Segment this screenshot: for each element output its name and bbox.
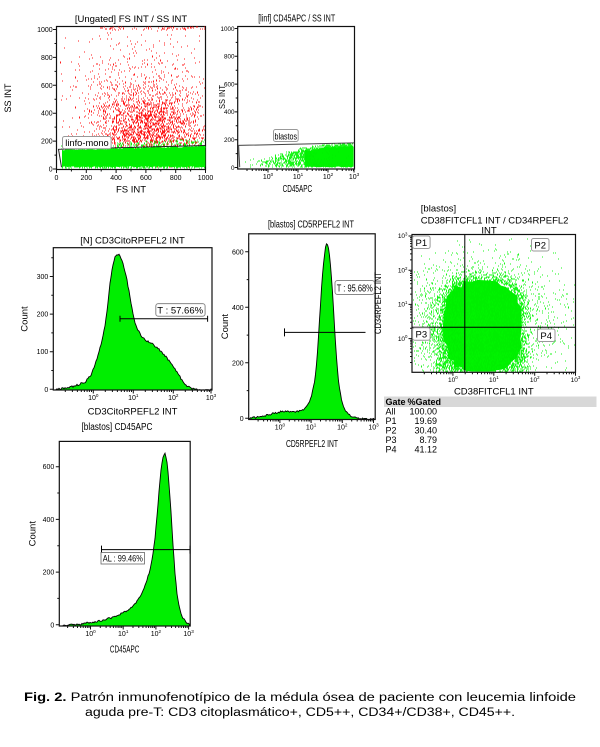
svg-text:0: 0	[240, 416, 244, 423]
svg-text:100: 100	[398, 334, 408, 343]
svg-text:All: All	[386, 407, 396, 417]
svg-text:Count: Count	[20, 306, 31, 332]
svg-text:103: 103	[571, 375, 581, 384]
svg-text:103: 103	[368, 423, 379, 432]
svg-text:600: 600	[43, 464, 55, 471]
svg-text:P3: P3	[415, 330, 427, 341]
svg-text:400: 400	[232, 305, 244, 312]
svg-text:200: 200	[37, 312, 49, 319]
svg-text:1000: 1000	[198, 175, 214, 182]
svg-text:%Gated: %Gated	[408, 397, 442, 407]
svg-text:101: 101	[306, 423, 317, 432]
svg-text:AL : 99.46%: AL : 99.46%	[103, 554, 143, 564]
svg-text:102: 102	[323, 172, 334, 181]
svg-text:800: 800	[224, 54, 235, 61]
svg-text:FS INT: FS INT	[116, 185, 146, 196]
svg-text:100.00: 100.00	[409, 407, 437, 417]
svg-text:102: 102	[398, 266, 408, 275]
svg-text:T : 95.68%: T : 95.68%	[337, 283, 373, 294]
svg-text:[blastos] CD45APC: [blastos] CD45APC	[82, 422, 153, 433]
svg-text:P3: P3	[386, 435, 397, 445]
svg-text:P2: P2	[534, 240, 546, 251]
svg-text:103: 103	[398, 232, 408, 241]
svg-text:800: 800	[170, 175, 182, 182]
svg-text:0: 0	[49, 167, 53, 174]
svg-text:P1: P1	[386, 416, 397, 426]
svg-text:101: 101	[489, 375, 499, 384]
svg-text:102: 102	[530, 375, 540, 384]
svg-text:200: 200	[43, 570, 55, 577]
svg-text:100: 100	[37, 349, 49, 356]
svg-text:CD45APC: CD45APC	[110, 645, 140, 656]
svg-text:INT: INT	[481, 225, 497, 236]
svg-text:100: 100	[88, 393, 99, 402]
svg-text:blastos: blastos	[275, 131, 298, 141]
svg-text:103: 103	[206, 393, 217, 402]
svg-text:P4: P4	[540, 331, 552, 342]
svg-text:400: 400	[224, 109, 235, 116]
svg-text:aguda pre-T: CD3 citoplasmátic: aguda pre-T: CD3 citoplasmático+, CD5++,…	[85, 707, 515, 719]
svg-text:103: 103	[349, 172, 360, 181]
svg-text:1000: 1000	[220, 26, 235, 33]
svg-text:P2: P2	[386, 426, 397, 436]
svg-text:102: 102	[151, 629, 162, 638]
svg-text:[blastos]: [blastos]	[421, 204, 456, 215]
svg-text:SS INT: SS INT	[3, 83, 13, 113]
svg-text:200: 200	[80, 175, 92, 182]
svg-text:Count: Count	[220, 314, 231, 340]
svg-text:400: 400	[41, 111, 53, 118]
svg-text:0: 0	[50, 622, 54, 629]
svg-text:800: 800	[41, 55, 53, 62]
svg-text:102: 102	[337, 423, 348, 432]
svg-text:19.69: 19.69	[414, 416, 437, 426]
svg-text:[Ungated] FS INT / SS INT: [Ungated] FS INT / SS INT	[75, 14, 187, 25]
svg-text:30.40: 30.40	[414, 426, 437, 436]
svg-text:T : 57.66%: T : 57.66%	[157, 305, 203, 316]
svg-text:101: 101	[118, 629, 129, 638]
svg-text:CD5RPEFL2 INT: CD5RPEFL2 INT	[286, 439, 338, 450]
svg-text:8.79: 8.79	[419, 435, 437, 445]
svg-text:[linf] CD45APC / SS INT: [linf] CD45APC / SS INT	[258, 14, 335, 25]
svg-text:600: 600	[140, 175, 152, 182]
svg-text:101: 101	[293, 172, 304, 181]
svg-text:100: 100	[85, 629, 96, 638]
svg-text:300: 300	[37, 274, 49, 281]
svg-text:[N] CD3CitoRPEFL2 INT: [N] CD3CitoRPEFL2 INT	[80, 236, 185, 247]
svg-text:0: 0	[55, 175, 59, 182]
svg-text:100: 100	[448, 375, 458, 384]
svg-text:linfo-mono: linfo-mono	[65, 138, 108, 148]
svg-text:CD45APC: CD45APC	[283, 184, 313, 195]
svg-text:[blastos] CD5RPEFL2 INT: [blastos] CD5RPEFL2 INT	[268, 220, 354, 231]
svg-text:100: 100	[275, 423, 286, 432]
svg-text:400: 400	[110, 175, 122, 182]
svg-text:200: 200	[41, 139, 53, 146]
svg-text:103: 103	[183, 629, 194, 638]
svg-text:100: 100	[263, 172, 274, 181]
svg-text:Count: Count	[28, 521, 39, 547]
svg-text:P4: P4	[386, 445, 397, 455]
svg-text:102: 102	[168, 393, 179, 402]
svg-text:101: 101	[398, 300, 408, 309]
svg-text:CD38FITCFL1 INT: CD38FITCFL1 INT	[454, 387, 534, 398]
svg-text:1000: 1000	[37, 27, 53, 34]
svg-text:200: 200	[224, 137, 235, 144]
svg-text:CD38FITCFL1 INT / CD34RPEFL2: CD38FITCFL1 INT / CD34RPEFL2	[421, 216, 569, 227]
svg-text:400: 400	[43, 517, 55, 524]
svg-text:Gate: Gate	[386, 397, 406, 407]
svg-text:600: 600	[41, 83, 53, 90]
svg-text:600: 600	[232, 249, 244, 256]
svg-text:0: 0	[44, 387, 48, 394]
svg-text:P1: P1	[415, 238, 427, 249]
svg-text:Fig. 2. Patrón inmunofenotípic: Fig. 2. Patrón inmunofenotípico de la mé…	[24, 692, 576, 704]
svg-text:101: 101	[128, 393, 139, 402]
svg-text:SS INT: SS INT	[217, 85, 227, 109]
svg-text:0: 0	[231, 165, 235, 172]
svg-text:CD3CitoRPEFL2 INT: CD3CitoRPEFL2 INT	[88, 407, 178, 418]
svg-text:CD34RPEFL2 INT: CD34RPEFL2 INT	[373, 272, 383, 334]
svg-text:200: 200	[232, 360, 244, 367]
svg-text:600: 600	[224, 81, 235, 88]
svg-text:41.12: 41.12	[414, 445, 437, 455]
